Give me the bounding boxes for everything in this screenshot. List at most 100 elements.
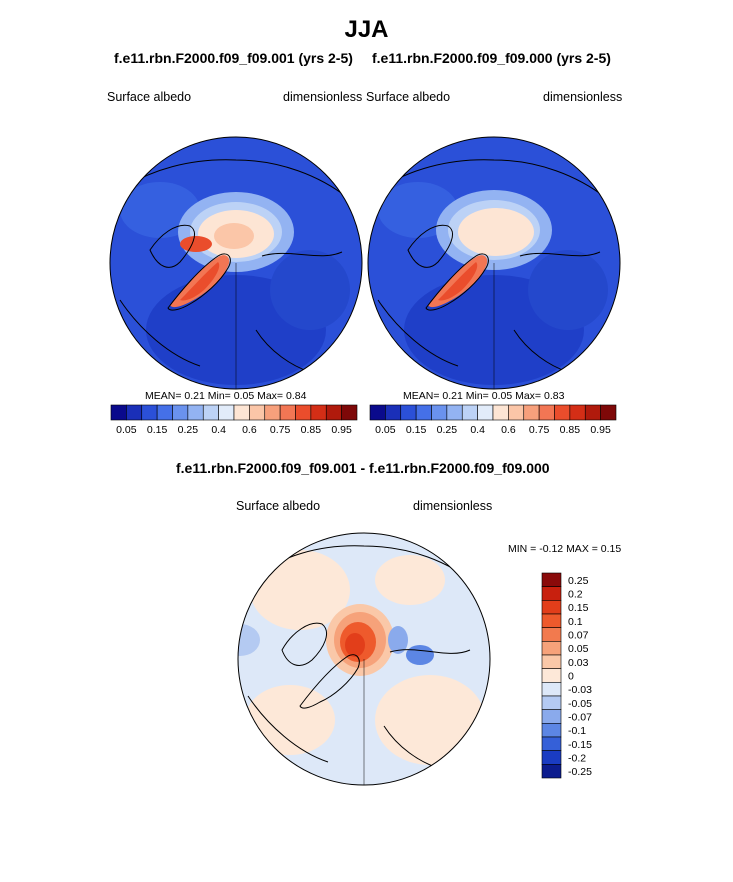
panel2-variable-label: Surface albedo	[366, 90, 451, 104]
panel1-max-label: Max=	[257, 390, 284, 402]
panel2-colorbar-tick: 0.4	[470, 424, 485, 436]
panel2-colorbar-swatch	[600, 404, 617, 421]
diff-minmax: MIN = -0.12 MAX = 0.15	[508, 543, 622, 555]
panel2-min-label: Min=	[465, 390, 489, 402]
panel2-map	[367, 136, 621, 390]
panel2-colorbar-swatch	[584, 404, 601, 421]
diff-colorbar-tick: -0.03	[568, 684, 592, 696]
panel1-colorbar-tick: 0.95	[331, 424, 352, 436]
panel1-colorbar-swatch	[279, 404, 296, 421]
panel1-colorbar-swatch	[202, 404, 219, 421]
panel2-colorbar-swatch	[523, 404, 540, 421]
panel1-colorbar-swatch	[126, 404, 143, 421]
diff-colorbar-swatch	[541, 627, 562, 642]
panel2-colorbar-tick: 0.05	[375, 424, 396, 436]
panel1-colorbar-swatch	[172, 404, 189, 421]
panel2-colorbar-swatch	[461, 404, 478, 421]
diff-colorbar-swatch	[541, 736, 562, 751]
panel2-mean-label: MEAN=	[403, 390, 440, 402]
panel1-colorbar-tick: 0.75	[270, 424, 291, 436]
diff-colorbar-tick: 0.05	[568, 643, 589, 655]
panel2-colorbar-tick: 0.6	[501, 424, 516, 436]
panel2-colorbar-tick: 0.85	[560, 424, 581, 436]
panel1-min-label: Min=	[207, 390, 231, 402]
diff-colorbar-swatch	[541, 709, 562, 724]
diff-map	[237, 532, 491, 786]
panel1-colorbar-swatch	[187, 404, 204, 421]
diff-colorbar-swatch	[541, 641, 562, 656]
diff-colorbar-tick: -0.05	[568, 698, 592, 710]
panel2-stats: MEAN= 0.21 Min= 0.05 Max= 0.83	[403, 390, 564, 402]
panel1-map	[109, 136, 363, 390]
diff-colorbar-swatch	[541, 600, 562, 615]
panel2-colorbar-swatch	[492, 404, 509, 421]
panel1-colorbar-swatch	[325, 404, 342, 421]
diff-colorbar-swatch	[541, 572, 562, 587]
panel2-colorbar-tick: 0.75	[529, 424, 550, 436]
panel2-max-value: 0.83	[543, 390, 565, 402]
panel2-mean-value: 0.21	[442, 390, 463, 402]
diff-title: f.e11.rbn.F2000.f09_f09.001 - f.e11.rbn.…	[176, 460, 550, 476]
diff-colorbar-tick: -0.07	[568, 712, 592, 724]
diff-colorbar-tick: 0	[568, 671, 574, 683]
panel1-colorbar-swatch	[310, 404, 327, 421]
main-title: JJA	[344, 16, 389, 43]
diff-colorbar-swatch	[541, 695, 562, 710]
panel1-colorbar-swatch	[218, 404, 235, 421]
panel1-colorbar-tick: 0.4	[211, 424, 226, 436]
panel1-colorbar-swatch	[264, 404, 281, 421]
panel2-units-label: dimensionless	[543, 90, 623, 104]
panel2-colorbar-tick: 0.25	[437, 424, 458, 436]
diff-colorbar-tick: 0.2	[568, 589, 583, 601]
panel1-min-value: 0.05	[233, 390, 255, 402]
panel1-colorbar-swatch	[233, 404, 250, 421]
diff-variable-label: Surface albedo	[236, 499, 321, 513]
panel2-colorbar-tick: 0.15	[406, 424, 427, 436]
diff-colorbar-swatch	[541, 682, 562, 697]
diff-colorbar-swatch	[541, 723, 562, 738]
panel2-colorbar-swatch	[538, 404, 555, 421]
panel1-colorbar-tick: 0.05	[116, 424, 137, 436]
panel1-max-value: 0.84	[285, 390, 307, 402]
panel2-colorbar-tick: 0.95	[590, 424, 611, 436]
panel1-stats: MEAN= 0.21 Min= 0.05 Max= 0.84	[145, 390, 306, 402]
diff-colorbar-swatch	[541, 764, 562, 779]
diff-colorbar-tick: 0.03	[568, 657, 589, 669]
panel1-colorbar-swatch	[156, 404, 173, 421]
panel2-colorbar-swatch	[369, 404, 386, 421]
panel1-colorbar-swatch	[341, 404, 358, 421]
panel1-colorbar-swatch	[249, 404, 266, 421]
panel2-colorbar-swatch	[554, 404, 571, 421]
colorbars: 0.05 0.15 0.25 0.4 0.6 0.75 0.85 0.95 0.05 0.15 0.…	[110, 404, 617, 779]
diff-colorbar-tick: -0.2	[568, 753, 586, 765]
panel1-units-label: dimensionless	[283, 90, 363, 104]
panel2-colorbar-swatch	[508, 404, 525, 421]
panel2-colorbar-swatch	[569, 404, 586, 421]
panel2-colorbar-swatch	[400, 404, 417, 421]
diff-colorbar-swatch	[541, 613, 562, 628]
panel2-colorbar-swatch	[446, 404, 463, 421]
diff-colorbar-swatch	[541, 668, 562, 683]
panel1-variable-label: Surface albedo	[107, 90, 192, 104]
panel1-title: f.e11.rbn.F2000.f09_f09.001 (yrs 2-5)	[114, 50, 353, 66]
panel2-colorbar-swatch	[477, 404, 494, 421]
diff-colorbar-tick: -0.1	[568, 725, 586, 737]
panel2-colorbar-swatch	[431, 404, 448, 421]
panel2-colorbar-swatch	[385, 404, 402, 421]
panel1-mean-label: MEAN=	[145, 390, 182, 402]
diff-colorbar-tick: 0.1	[568, 616, 583, 628]
panel2-max-label: Max=	[515, 390, 542, 402]
diff-colorbar-tick: -0.15	[568, 739, 592, 751]
diff-colorbar-tick: 0.25	[568, 575, 589, 587]
diff-colorbar-swatch	[541, 750, 562, 765]
panel2-title: f.e11.rbn.F2000.f09_f09.000 (yrs 2-5)	[372, 50, 611, 66]
panel1-colorbar-tick: 0.15	[147, 424, 168, 436]
panel1-colorbar-swatch	[295, 404, 312, 421]
panel1-colorbar-swatch	[141, 404, 158, 421]
panel1-colorbar-swatch	[110, 404, 127, 421]
panel2-colorbar-swatch	[415, 404, 432, 421]
diff-colorbar-tick: 0.07	[568, 630, 589, 642]
panel1-mean-value: 0.21	[184, 390, 205, 402]
diff-colorbar-swatch	[541, 654, 562, 669]
